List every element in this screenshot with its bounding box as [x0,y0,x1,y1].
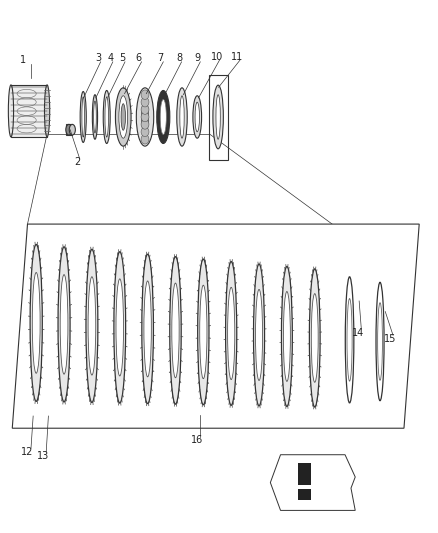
Text: 10: 10 [211,52,223,61]
Ellipse shape [200,285,207,378]
Ellipse shape [105,97,109,137]
Ellipse shape [345,277,354,403]
Text: 3: 3 [95,53,101,63]
Ellipse shape [119,96,127,138]
Ellipse shape [141,100,148,134]
Ellipse shape [88,277,96,375]
Ellipse shape [157,91,170,143]
Text: 16: 16 [191,435,203,446]
Ellipse shape [66,124,72,135]
Ellipse shape [160,100,166,134]
Ellipse shape [141,134,149,144]
Ellipse shape [177,88,187,146]
Polygon shape [66,124,72,135]
Ellipse shape [144,281,152,377]
Ellipse shape [30,245,42,401]
Ellipse shape [8,85,14,137]
Ellipse shape [141,119,149,129]
Ellipse shape [45,85,49,137]
Ellipse shape [82,97,85,137]
Ellipse shape [309,269,320,407]
Ellipse shape [32,272,40,373]
Ellipse shape [216,95,220,139]
Text: 2: 2 [74,157,81,166]
Polygon shape [297,489,311,500]
Text: 9: 9 [194,53,201,63]
Ellipse shape [69,124,75,135]
Ellipse shape [254,264,265,406]
Text: 12: 12 [21,447,34,457]
Text: 15: 15 [384,334,396,344]
Ellipse shape [226,262,237,405]
Polygon shape [11,85,47,136]
Ellipse shape [255,289,263,381]
Ellipse shape [80,92,86,142]
Ellipse shape [170,257,181,404]
Ellipse shape [103,91,110,143]
Ellipse shape [141,98,149,107]
Ellipse shape [116,88,131,146]
Ellipse shape [116,279,124,376]
Ellipse shape [142,254,153,403]
Ellipse shape [347,298,352,381]
Ellipse shape [121,104,125,130]
Ellipse shape [311,294,318,382]
Ellipse shape [86,249,98,402]
Text: 11: 11 [231,52,244,61]
Text: 14: 14 [352,328,364,338]
Ellipse shape [60,274,68,374]
Ellipse shape [141,105,149,114]
Text: 8: 8 [176,53,182,63]
Ellipse shape [114,252,126,403]
Polygon shape [12,224,419,428]
Ellipse shape [172,283,179,378]
Ellipse shape [283,292,290,382]
Ellipse shape [141,112,149,122]
Ellipse shape [136,88,154,146]
Ellipse shape [213,85,223,149]
Ellipse shape [376,282,384,401]
Ellipse shape [193,96,201,138]
Text: 7: 7 [158,53,164,63]
Ellipse shape [141,127,149,136]
Polygon shape [297,463,311,486]
Polygon shape [270,455,355,511]
Ellipse shape [94,101,96,133]
Ellipse shape [180,96,184,138]
Ellipse shape [198,259,209,405]
Ellipse shape [378,303,382,380]
Ellipse shape [92,95,98,139]
Ellipse shape [141,90,149,100]
Ellipse shape [228,287,235,379]
Text: 5: 5 [119,53,126,63]
Text: 4: 4 [107,53,113,63]
Ellipse shape [195,102,199,132]
Text: 13: 13 [37,451,49,461]
Ellipse shape [282,266,292,407]
Text: 1: 1 [20,55,26,64]
Text: 6: 6 [136,53,142,63]
Ellipse shape [58,247,70,402]
